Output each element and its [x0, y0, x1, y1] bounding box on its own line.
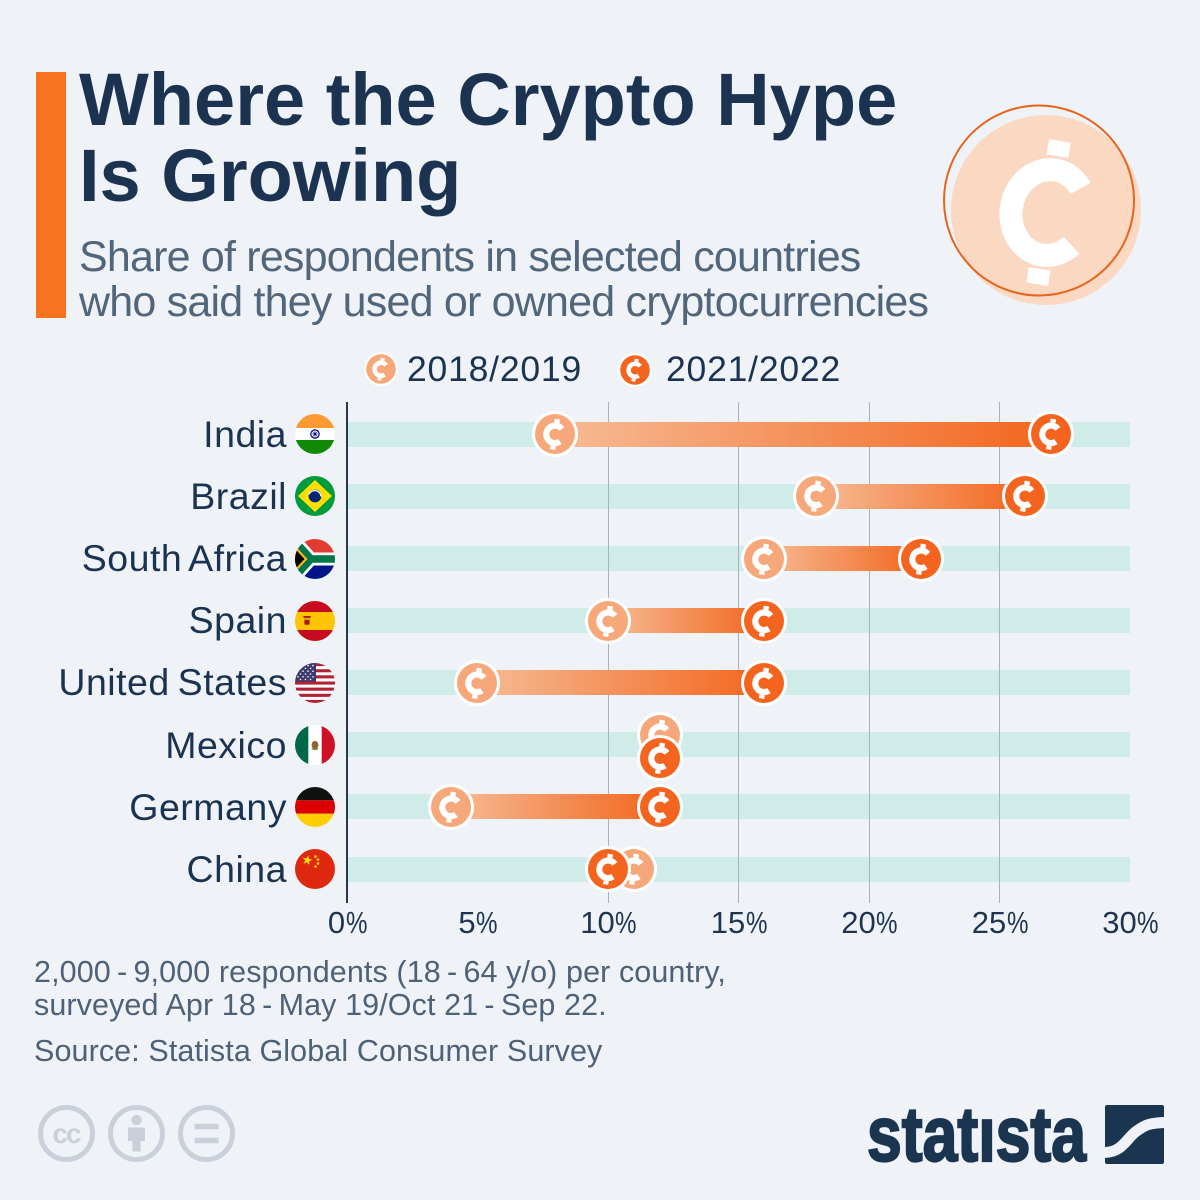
- svg-text:cc: cc: [52, 1118, 81, 1149]
- svg-text:statısta: statısta: [867, 1095, 1087, 1175]
